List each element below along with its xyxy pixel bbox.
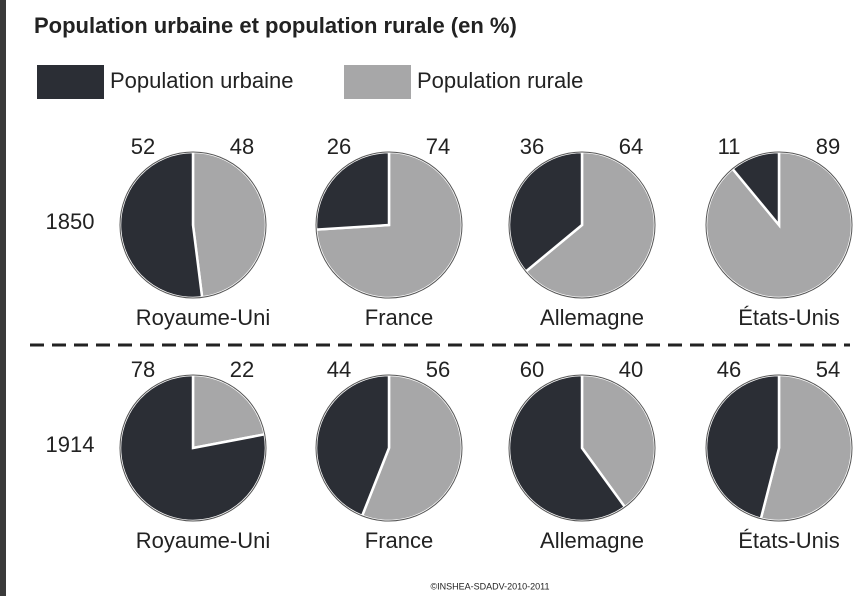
- legend-swatch: [344, 65, 411, 99]
- source: ©INSHEA-SDADV-2010-2011: [430, 581, 549, 591]
- category-label: France: [365, 305, 433, 330]
- pie-outline: [315, 151, 463, 299]
- pie-outline: [508, 374, 656, 522]
- pie-outline: [119, 374, 267, 522]
- pie-slice: [314, 150, 391, 231]
- value-label: 46: [717, 357, 741, 382]
- pie-outline: [315, 374, 463, 522]
- category-label: Allemagne: [540, 305, 644, 330]
- left-border: [0, 0, 6, 596]
- value-label: 40: [619, 357, 643, 382]
- pie-outline: [705, 374, 853, 522]
- pie-outline: [508, 151, 656, 299]
- value-label: 48: [230, 134, 254, 159]
- pie-outline: [119, 151, 267, 299]
- category-label: Royaume-Uni: [136, 528, 271, 553]
- category-label: France: [365, 528, 433, 553]
- row-label: 1914: [46, 432, 95, 457]
- value-label: 64: [619, 134, 643, 159]
- pie-slice: [118, 150, 204, 300]
- legend-swatch: [37, 65, 104, 99]
- row-label: 1850: [46, 209, 95, 234]
- category-label: États-Unis: [738, 305, 839, 330]
- category-label: Royaume-Uni: [136, 305, 271, 330]
- chart-title: Population urbaine et population rurale …: [34, 13, 517, 38]
- value-label: 36: [520, 134, 544, 159]
- value-label: 60: [520, 357, 544, 382]
- category-label: États-Unis: [738, 528, 839, 553]
- legend-label: Population urbaine: [110, 68, 293, 93]
- value-label: 78: [131, 357, 155, 382]
- value-label: 22: [230, 357, 254, 382]
- value-label: 89: [816, 134, 840, 159]
- pie-slice: [191, 150, 268, 299]
- legend-label: Population rurale: [417, 68, 583, 93]
- value-label: 56: [426, 357, 450, 382]
- pie-outline: [705, 151, 853, 299]
- value-label: 74: [426, 134, 450, 159]
- value-label: 26: [327, 134, 351, 159]
- value-label: 44: [327, 357, 351, 382]
- value-label: 54: [816, 357, 840, 382]
- category-label: Allemagne: [540, 528, 644, 553]
- value-label: 11: [718, 134, 741, 159]
- value-label: 52: [131, 134, 155, 159]
